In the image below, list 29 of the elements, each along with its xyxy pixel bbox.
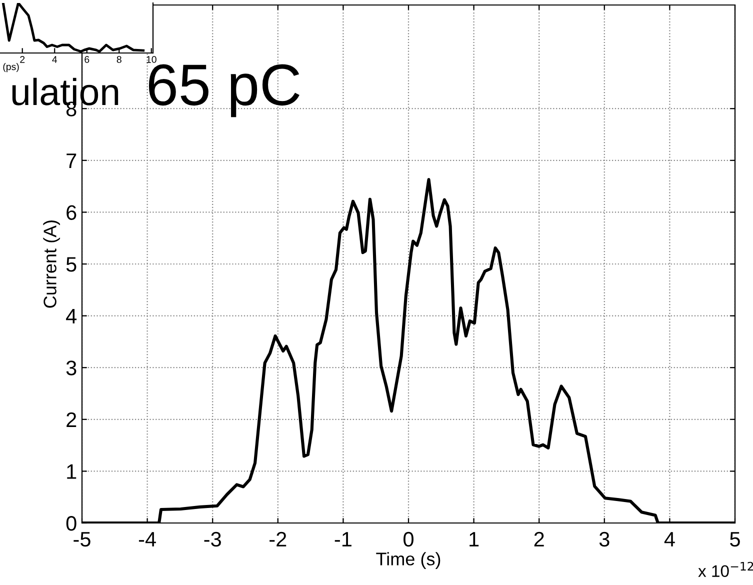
annotation: 65 pC (148, 64, 300, 118)
x-tick-label: -1 (334, 532, 352, 546)
x-tick-label: -3 (204, 532, 221, 547)
x-tick-label: 1 (470, 532, 479, 546)
x-axis-title: Time (s) (376, 552, 440, 569)
y-tick-label: 3 (66, 360, 76, 376)
x-tick-label: 2 (20, 56, 25, 63)
x-tick-label: 2 (534, 532, 544, 546)
text: x 10$^{−12}$ (698, 562, 753, 578)
x-tick-label: 0 (404, 532, 414, 547)
x-tick-label: 8 (116, 56, 122, 63)
x-tick-label: -5 (74, 532, 90, 547)
x-tick-label: -2 (270, 532, 286, 546)
x-tick-label: 3 (599, 532, 610, 547)
y-axis-title: Current (A) (43, 220, 60, 308)
x-tick-label: 4 (664, 532, 675, 546)
y-tick-label: 6 (66, 205, 76, 220)
y-tick-label: 7 (66, 154, 76, 168)
x-tick-label: 10 (146, 56, 156, 63)
x-axis-title: (ps) (3, 63, 19, 72)
x-tick-label: -4 (138, 532, 156, 546)
x-tick-label: 5 (730, 532, 740, 547)
y-tick-label: 5 (66, 257, 76, 272)
x-tick-label: 6 (84, 56, 90, 63)
x-tick-label: 4 (52, 56, 58, 63)
y-tick-label: 0 (66, 516, 76, 531)
y-tick-label: 1 (67, 464, 76, 479)
y-tick-label: 4 (66, 309, 77, 324)
y-tick-label: 2 (66, 412, 76, 427)
